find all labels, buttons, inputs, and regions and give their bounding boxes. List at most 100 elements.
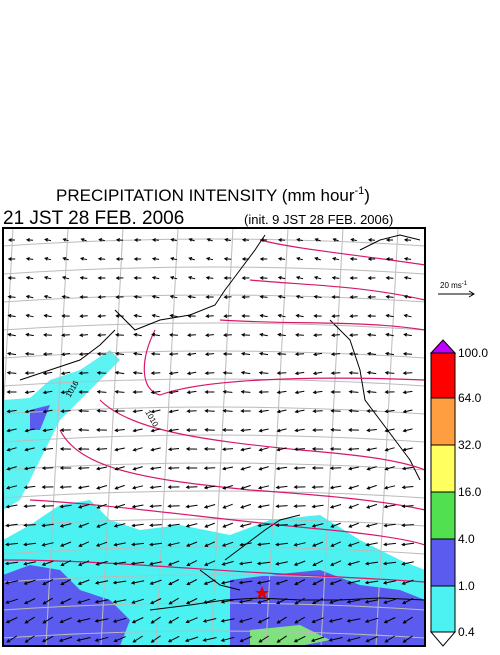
wind-arrow — [185, 504, 198, 509]
wind-arrow — [97, 276, 106, 280]
wind-arrow — [97, 295, 106, 299]
wind-arrow — [259, 332, 268, 337]
wind-arrow — [130, 580, 145, 585]
wind-arrow — [384, 370, 395, 375]
wind-arrow — [6, 428, 17, 433]
wind-arrow — [332, 238, 339, 242]
wind-arrow — [131, 598, 144, 604]
wind-arrow — [43, 276, 52, 280]
wind-arrow — [96, 522, 107, 528]
wind-arrow — [59, 617, 72, 624]
wind-arrow — [329, 598, 343, 604]
wind-arrow — [240, 428, 251, 433]
wind-arrow — [205, 314, 214, 318]
wind-arrow — [276, 352, 287, 356]
wind-arrow — [41, 542, 54, 547]
wind-arrow — [113, 636, 126, 643]
wind-arrow — [184, 636, 199, 642]
wind-arrow — [348, 503, 359, 509]
wind-arrow — [349, 314, 358, 318]
wind-arrow — [296, 238, 303, 242]
parallel — [3, 630, 425, 639]
wind-arrow — [346, 580, 361, 585]
wind-arrow — [41, 447, 54, 452]
wind-arrow — [383, 598, 396, 604]
wind-arrow — [348, 485, 359, 490]
wind-arrow — [62, 238, 69, 242]
wind-arrow — [149, 542, 162, 547]
wind-arrow — [311, 466, 324, 470]
wind-arrow — [151, 276, 160, 280]
wind-arrow — [186, 579, 198, 586]
wind-arrow — [41, 523, 54, 528]
wind-arrow — [294, 428, 305, 433]
wind-arrow — [348, 389, 359, 394]
wind-arrow — [115, 238, 124, 242]
wind-arrow — [221, 541, 234, 547]
wind-arrow — [366, 466, 377, 471]
wind-arrow — [96, 428, 107, 432]
wind-arrow — [151, 313, 160, 318]
wind-arrow — [204, 560, 216, 566]
wind-arrow — [185, 447, 198, 451]
wind-arrow — [115, 314, 124, 318]
parallel — [3, 518, 425, 527]
wind-arrow — [223, 295, 232, 299]
wind-arrow — [168, 352, 179, 356]
wind-arrow — [23, 561, 36, 566]
wind-arrow — [114, 466, 125, 471]
wind-arrow — [275, 485, 288, 490]
wind-arrow — [311, 598, 324, 605]
wind-arrow — [402, 390, 413, 395]
wind-arrow — [349, 257, 358, 261]
wind-arrow — [79, 276, 88, 280]
wind-arrow — [94, 618, 109, 623]
wind-arrow — [132, 428, 143, 433]
wind-arrow — [347, 541, 360, 547]
wind-arrow — [223, 333, 232, 337]
wind-arrow — [114, 409, 125, 413]
colorbar-label: 100.0 — [458, 346, 488, 360]
wind-arrow — [385, 295, 394, 299]
wind-arrow — [329, 466, 342, 471]
wind-arrow — [115, 295, 124, 299]
wind-arrow — [61, 295, 70, 299]
wind-arrow — [59, 466, 72, 470]
wind-arrow — [132, 390, 143, 394]
wind-arrow — [348, 370, 359, 375]
wind-arrow — [168, 371, 179, 376]
wind-arrow — [403, 257, 412, 261]
wind-arrow — [23, 579, 36, 585]
wind-arrow — [113, 542, 126, 547]
wind-arrow — [401, 542, 414, 547]
wind-arrow — [42, 428, 53, 433]
wind-arrow — [276, 409, 287, 414]
wind-arrow — [7, 313, 16, 318]
wind-arrow — [115, 257, 124, 261]
wind-arrow — [60, 371, 71, 376]
wind-arrow — [364, 580, 379, 585]
wind-arrow — [78, 560, 90, 566]
wind-arrow — [133, 276, 142, 280]
wind-arrow — [94, 580, 109, 585]
wind-arrow — [24, 352, 35, 356]
wind-arrow — [114, 351, 125, 356]
wind-arrow — [314, 238, 321, 242]
wind-arrow — [23, 598, 36, 605]
wind-arrow — [168, 597, 179, 605]
meridian — [486, 228, 500, 646]
wind-arrow — [5, 542, 18, 547]
wind-arrow — [258, 428, 269, 433]
wind-arrow — [42, 371, 53, 376]
wind-arrow — [276, 598, 288, 605]
wind-arrow — [95, 447, 108, 452]
parallel — [3, 602, 425, 611]
wind-arrow — [41, 635, 54, 643]
wind-arrow — [186, 352, 197, 357]
wind-arrow — [313, 295, 322, 299]
wind-arrow — [295, 313, 304, 318]
wind-arrow — [203, 579, 216, 585]
wind-arrow — [384, 390, 395, 394]
wind-arrow — [150, 616, 161, 624]
wind-arrow — [43, 294, 52, 299]
